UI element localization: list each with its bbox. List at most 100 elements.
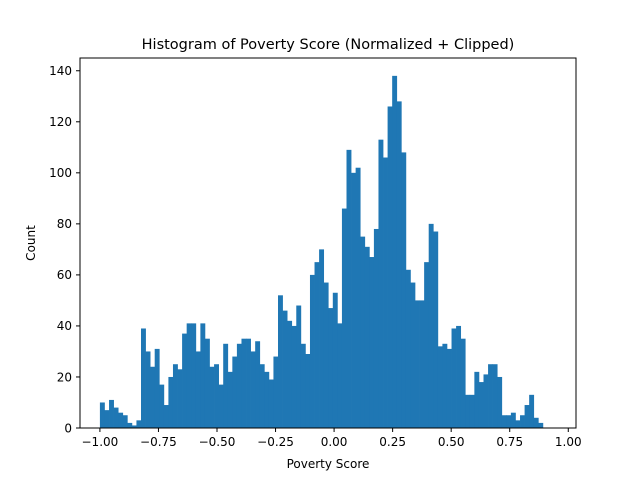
- histogram-bar: [510, 412, 516, 428]
- histogram-bar: [186, 323, 192, 428]
- histogram-bar: [378, 139, 384, 428]
- x-tick-label: −0.25: [257, 435, 294, 449]
- histogram-bar: [465, 394, 471, 428]
- histogram-bar: [323, 282, 329, 428]
- histogram-bar: [291, 325, 297, 428]
- x-tick-label: 0.00: [321, 435, 348, 449]
- histogram-bar: [492, 364, 498, 428]
- x-tick-label: 1.00: [555, 435, 582, 449]
- histogram-bar: [533, 417, 539, 428]
- histogram-bar: [191, 323, 197, 428]
- histogram-bar: [273, 356, 279, 428]
- chart-title: Histogram of Poverty Score (Normalized +…: [142, 37, 515, 53]
- histogram-bar: [341, 208, 347, 428]
- histogram-bar: [506, 415, 512, 428]
- x-tick-label: −0.50: [199, 435, 236, 449]
- plot-frame: [79, 57, 577, 429]
- histogram-bar: [113, 407, 119, 428]
- y-tick-label: 100: [49, 166, 72, 180]
- histogram-bar: [141, 328, 146, 428]
- histogram-bar: [328, 308, 334, 428]
- histogram-bar: [524, 405, 530, 428]
- histogram-bar: [332, 292, 338, 428]
- histogram-bar: [383, 157, 388, 428]
- histogram-bar: [118, 412, 124, 428]
- histogram-bar: [419, 300, 425, 428]
- histogram-bar: [437, 346, 443, 428]
- histogram-bar: [319, 249, 325, 428]
- histogram-bar: [460, 338, 466, 428]
- histogram-bar: [150, 366, 156, 428]
- histogram-bar: [131, 425, 137, 428]
- histogram-bar: [529, 394, 535, 428]
- histogram-bar: [392, 75, 398, 429]
- x-axis-label: Poverty Score: [287, 457, 370, 471]
- histogram-bar: [433, 231, 439, 428]
- histogram-bar: [538, 422, 544, 428]
- histogram-bar: [360, 236, 366, 428]
- histogram-bar: [223, 343, 229, 428]
- histogram-bar: [351, 172, 356, 428]
- histogram-bar: [337, 323, 343, 428]
- histogram-bar: [255, 341, 261, 428]
- histogram-bar: [405, 269, 411, 428]
- histogram-bar: [314, 262, 320, 428]
- histogram-bar: [209, 366, 215, 428]
- histogram-bar: [474, 371, 480, 428]
- histogram-bar: [109, 399, 114, 428]
- histogram-bar: [182, 333, 188, 428]
- histogram-bar: [214, 364, 219, 428]
- histogram-bar: [446, 348, 452, 428]
- histogram-bar: [369, 257, 375, 428]
- histogram-bar: [136, 420, 142, 428]
- histogram-bar: [424, 262, 430, 428]
- histogram-bar: [236, 343, 242, 428]
- histogram-bar: [478, 382, 484, 428]
- x-tick-label: 0.75: [496, 435, 523, 449]
- histogram-bar: [232, 356, 238, 428]
- histogram-bar: [287, 320, 293, 428]
- histogram-bar: [104, 410, 110, 428]
- y-axis-label: Count: [24, 225, 38, 261]
- histogram-bar: [250, 351, 256, 428]
- histogram-bar: [520, 415, 525, 428]
- histogram-bar: [127, 422, 133, 428]
- histogram-bar: [278, 295, 283, 428]
- histogram-bar: [246, 338, 251, 428]
- histogram-bar: [428, 223, 434, 428]
- histogram-bar: [501, 415, 507, 428]
- histogram-bar: [387, 106, 393, 428]
- y-tick-label: 80: [57, 217, 72, 231]
- y-tick-label: 120: [49, 115, 72, 129]
- x-tick-label: 0.50: [438, 435, 465, 449]
- x-tick-label: −0.75: [140, 435, 177, 449]
- histogram-bar: [122, 415, 128, 428]
- y-axis-ticks: 0 20 40 60 80 100 120 140: [49, 64, 80, 435]
- x-tick-label: 0.25: [379, 435, 406, 449]
- y-tick-label: 60: [57, 268, 72, 282]
- histogram-bar: [483, 374, 489, 428]
- histogram-bar: [309, 274, 315, 428]
- histogram-bar: [296, 305, 302, 428]
- y-tick-label: 20: [57, 370, 72, 384]
- histogram-bar: [442, 343, 448, 428]
- histogram-bar: [305, 354, 311, 428]
- y-tick-label: 40: [57, 319, 72, 333]
- histogram-bar: [410, 282, 416, 428]
- histogram-bar: [172, 364, 178, 428]
- histogram-bar: [145, 351, 151, 428]
- histogram-bar: [401, 152, 407, 428]
- x-axis-ticks: −1.00 −0.75 −0.50 −0.25 0.00 0.25 0.50 0.75 1.00: [82, 428, 582, 449]
- histogram-bar: [346, 149, 352, 429]
- histogram-bar: [195, 351, 201, 428]
- histogram-bar: [456, 325, 462, 428]
- histogram-bar: [469, 394, 475, 428]
- histogram-bar: [163, 405, 169, 428]
- histogram-bar: [451, 328, 457, 428]
- histogram-bar: [99, 402, 105, 428]
- histogram-bar: [218, 384, 224, 428]
- y-tick-label: 0: [64, 421, 72, 435]
- histogram-bar: [159, 384, 165, 428]
- histogram-bar: [415, 300, 420, 428]
- y-tick-label: 140: [49, 64, 72, 78]
